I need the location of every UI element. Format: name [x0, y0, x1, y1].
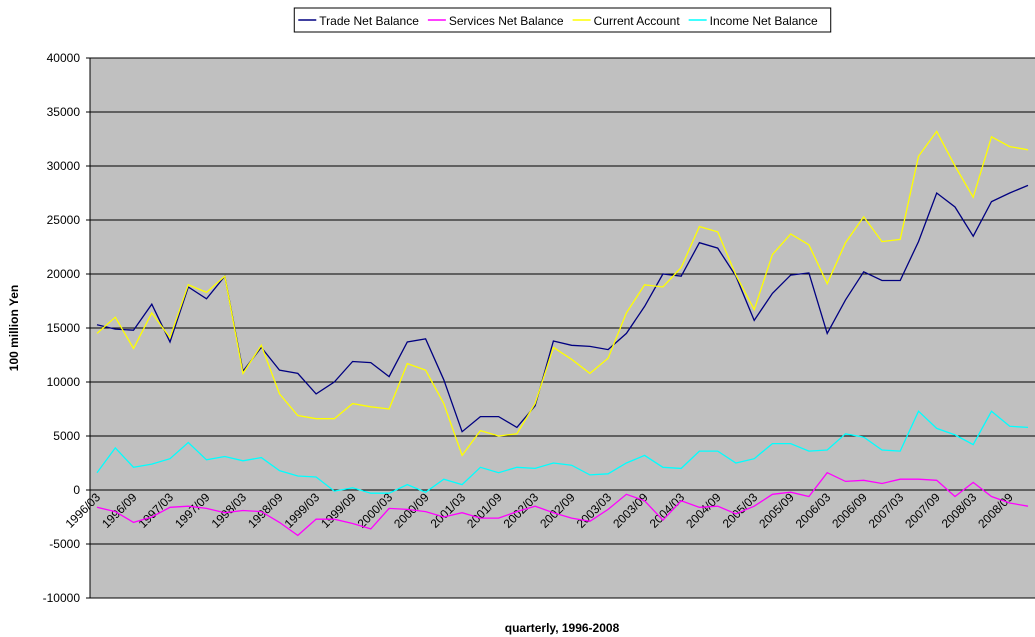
y-tick-label: 30000: [47, 159, 81, 173]
legend: Trade Net Balance Services Net Balance Cur…: [293, 7, 832, 33]
y-axis-title: 100 million Yen: [7, 285, 21, 371]
legend-box: [293, 7, 832, 33]
series-line: [96, 130, 1029, 457]
x-axis-title: quarterly, 1996-2008: [505, 621, 620, 635]
legend-label: Services Net Balance: [449, 14, 564, 28]
y-tick-label: 35000: [47, 105, 81, 119]
series-line: [96, 410, 1029, 494]
legend-label: Trade Net Balance: [319, 14, 419, 28]
y-tick-label: 10000: [47, 375, 81, 389]
legend-label: Income Net Balance: [710, 14, 818, 28]
y-tick-label: 5000: [53, 429, 80, 443]
y-tick-label: 15000: [47, 321, 81, 335]
y-tick-label: -5000: [49, 537, 80, 551]
y-tick-label: -10000: [43, 591, 81, 605]
series-line: [96, 471, 1029, 537]
legend-label: Current Account: [594, 14, 681, 28]
y-tick-label: 40000: [47, 51, 81, 65]
y-tick-label: 25000: [47, 213, 81, 227]
y-tick-label: 20000: [47, 267, 81, 281]
y-tick-label: 0: [73, 483, 80, 497]
